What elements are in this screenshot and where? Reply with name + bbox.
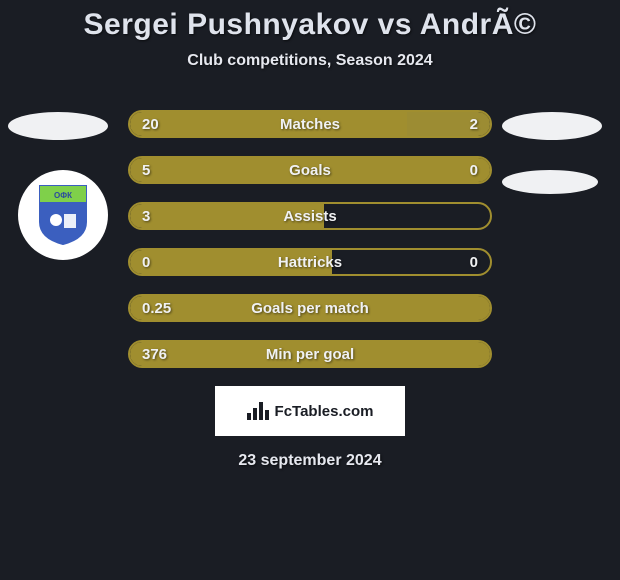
attribution-text: FcTables.com [275,403,374,420]
stat-bar: 376 Min per goal [128,340,492,368]
club-badge-left: ОФК [18,170,108,260]
bar-right-value: 2 [470,116,478,133]
bar-label: Matches [280,116,340,133]
infographic-container: Sergei Pushnyakov vs AndrÃ© Club competi… [0,0,620,470]
subtitle: Club competitions, Season 2024 [0,52,620,70]
stat-bar: 0.25 Goals per match [128,294,492,322]
content-row: ОФК 20Matches25Goals03Assists0Hattricks0… [0,110,620,368]
stat-bar: 20 Matches 2 [128,110,492,138]
right-column [502,110,612,194]
bar-label: Assists [283,208,336,225]
stat-bar: 5 Goals 0 [128,156,492,184]
bar-right-value: 0 [470,162,478,179]
bar-left-value: 0.25 [142,300,171,317]
bar-left-value: 5 [142,162,150,179]
player-ellipse-right-1 [502,112,602,140]
svg-text:ОФК: ОФК [54,191,72,200]
bar-left-value: 376 [142,346,167,363]
date-text: 23 september 2024 [0,452,620,470]
stat-bar: 0 Hattricks 0 [128,248,492,276]
player-ellipse-right-2 [502,170,598,194]
shield-icon: ОФК [36,184,90,246]
page-title: Sergei Pushnyakov vs AndrÃ© [0,8,620,42]
bar-label: Goals [289,162,331,179]
bar-label: Min per goal [266,346,354,363]
bar-left-value: 20 [142,116,159,133]
player-ellipse-left [8,112,108,140]
attribution-badge: FcTables.com [215,386,405,436]
stats-bars: 20 Matches 2 5 Goals 0 3 Assists 0 Hattricks 0 0.25… [128,110,492,368]
bar-left-value: 0 [142,254,150,271]
bars-icon [247,402,269,420]
bar-left-value: 3 [142,208,150,225]
bar-right-value: 0 [470,254,478,271]
bar-label: Goals per match [251,300,369,317]
bar-label: Hattricks [278,254,342,271]
left-column: ОФК [8,110,118,260]
bar-fill-left [130,112,407,136]
stat-bar: 3 Assists [128,202,492,230]
